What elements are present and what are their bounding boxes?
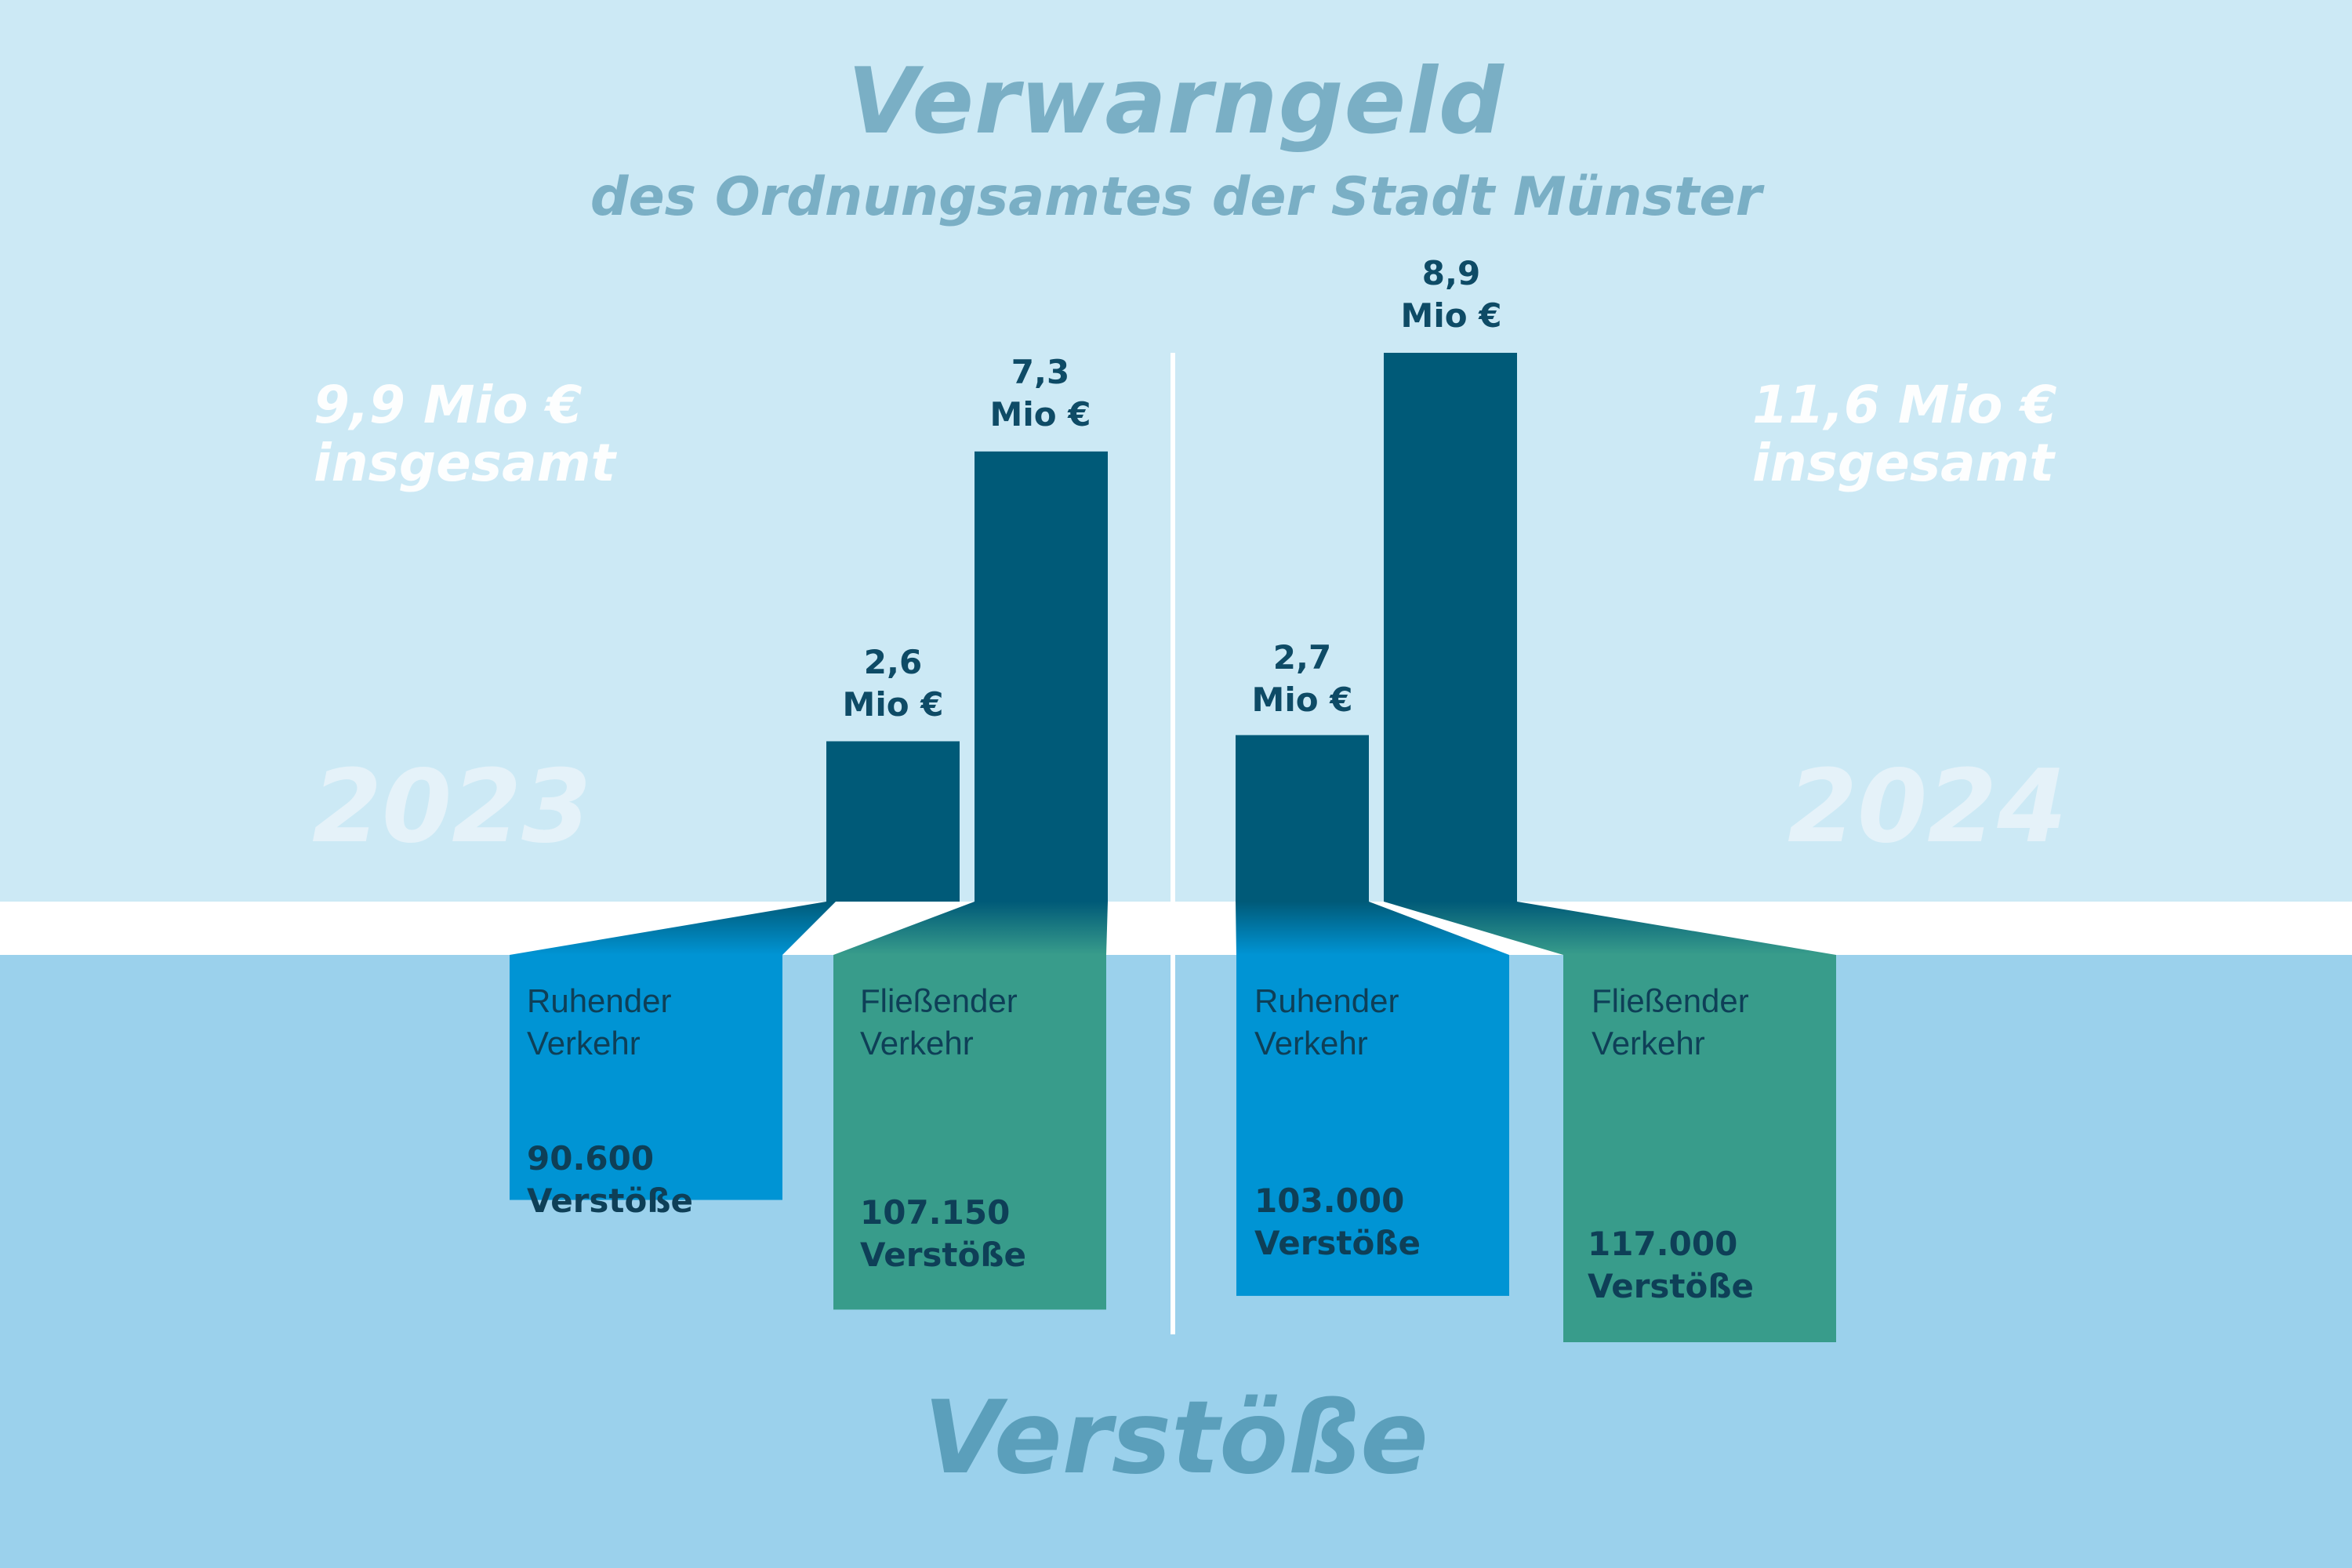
value-number: 2,7 bbox=[1272, 638, 1332, 677]
category-2023-fliessender: Fließender Verkehr bbox=[860, 980, 1018, 1065]
count-value: 117.000 bbox=[1588, 1225, 1738, 1263]
bar-2023-fliessender bbox=[975, 451, 1108, 902]
bar-2024-ruhender bbox=[1236, 735, 1369, 902]
connector-2024-fliessender bbox=[1384, 902, 1836, 955]
connector-2023-fliessender bbox=[833, 902, 1108, 955]
count-box-2024-fliessender bbox=[1563, 955, 1836, 1342]
total-2024: 11,6 Mio € insgesamt bbox=[1752, 376, 2056, 492]
value-unit: Mio € bbox=[1400, 296, 1502, 335]
category-name: Verkehr bbox=[1254, 1025, 1368, 1062]
value-unit: Mio € bbox=[1251, 681, 1353, 719]
count-unit: Verstöße bbox=[860, 1236, 1027, 1274]
footer-label: Verstöße bbox=[924, 1380, 1428, 1497]
background-top bbox=[0, 0, 2352, 902]
divider-band bbox=[0, 902, 2352, 955]
total-amount-2024: 11,6 Mio € bbox=[1752, 375, 2057, 435]
count-box-2023-ruhender bbox=[510, 955, 782, 1200]
count-unit: Verstöße bbox=[527, 1181, 694, 1220]
bar-2024-fliessender bbox=[1384, 353, 1517, 902]
category-name: Verkehr bbox=[860, 1025, 974, 1062]
count-value: 103.000 bbox=[1254, 1181, 1405, 1220]
category-name: Fließender bbox=[860, 982, 1018, 1019]
count-value: 107.150 bbox=[860, 1193, 1011, 1232]
category-name: Ruhender bbox=[527, 982, 672, 1019]
total-caption-2024: insgesamt bbox=[1752, 433, 2055, 493]
category-name: Fließender bbox=[1592, 982, 1749, 1019]
value-label-2024-fliessender: 8,9 Mio € bbox=[1373, 252, 1530, 337]
value-label-2023-fliessender: 7,3 Mio € bbox=[962, 351, 1119, 436]
count-2024-ruhender: 103.000 Verstöße bbox=[1254, 1180, 1421, 1265]
value-label-2023-ruhender: 2,6 Mio € bbox=[815, 641, 971, 726]
category-name: Ruhender bbox=[1254, 982, 1399, 1019]
category-name: Verkehr bbox=[1592, 1025, 1705, 1062]
year-label-2024: 2024 bbox=[1788, 749, 2067, 866]
value-label-2024-ruhender: 2,7 Mio € bbox=[1224, 637, 1381, 721]
chart-subtitle: des Ordnungsamtes der Stadt Münster bbox=[590, 166, 1762, 228]
count-value: 90.600 bbox=[527, 1139, 655, 1178]
value-unit: Mio € bbox=[842, 685, 944, 724]
total-2023: 9,9 Mio € insgesamt bbox=[314, 376, 615, 492]
category-2024-fliessender: Fließender Verkehr bbox=[1592, 980, 1749, 1065]
total-caption-2023: insgesamt bbox=[314, 433, 616, 493]
category-2024-ruhender: Ruhender Verkehr bbox=[1254, 980, 1399, 1065]
count-box-2023-fliessender bbox=[833, 955, 1106, 1310]
value-unit: Mio € bbox=[989, 395, 1091, 434]
category-name: Verkehr bbox=[527, 1025, 641, 1062]
connector-2023-ruhender bbox=[510, 902, 836, 955]
chart-title: Verwarngeld bbox=[848, 49, 1504, 154]
count-2023-ruhender: 90.600 Verstöße bbox=[527, 1138, 693, 1222]
count-2024-fliessender: 117.000 Verstöße bbox=[1588, 1223, 1754, 1308]
value-number: 8,9 bbox=[1421, 254, 1481, 292]
value-number: 2,6 bbox=[863, 643, 923, 681]
count-2023-fliessender: 107.150 Verstöße bbox=[860, 1192, 1026, 1276]
count-unit: Verstöße bbox=[1254, 1224, 1421, 1262]
connector-2024-ruhender bbox=[1236, 902, 1509, 955]
category-2023-ruhender: Ruhender Verkehr bbox=[527, 980, 671, 1065]
total-amount-2023: 9,9 Mio € bbox=[314, 375, 583, 435]
count-unit: Verstöße bbox=[1588, 1267, 1755, 1305]
background-bottom bbox=[0, 955, 2352, 1568]
count-box-2024-ruhender bbox=[1236, 955, 1509, 1296]
value-number: 7,3 bbox=[1011, 353, 1070, 391]
year-label-2023: 2023 bbox=[312, 749, 592, 866]
bar-2023-ruhender bbox=[826, 741, 960, 902]
